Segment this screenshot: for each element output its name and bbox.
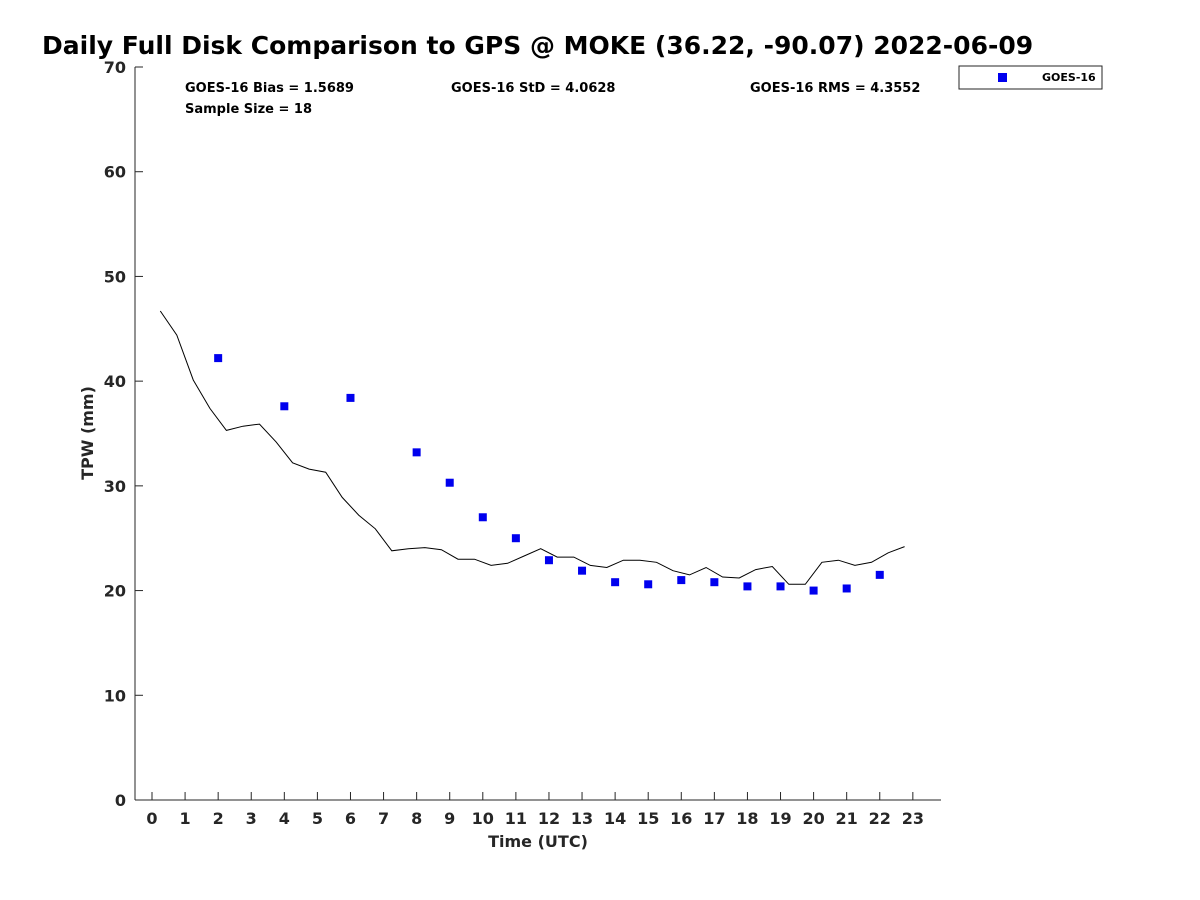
x-tick-label: 6 [345, 809, 356, 828]
x-tick-label: 3 [246, 809, 257, 828]
y-tick-label: 0 [115, 791, 126, 810]
x-tick-label: 2 [213, 809, 224, 828]
y-tick-label: 50 [104, 267, 126, 286]
y-axis-ticks: 0 10 20 30 40 50 60 70 [104, 58, 143, 810]
goes-16-point [280, 402, 289, 411]
x-tick-label: 23 [902, 809, 924, 828]
goes-16-point [478, 513, 487, 522]
sample-size-stat: Sample Size = 18 [185, 102, 312, 117]
x-tick-label: 14 [604, 809, 626, 828]
goes-16-point [511, 534, 520, 543]
goes-16-point [544, 556, 553, 565]
x-tick-label: 12 [538, 809, 560, 828]
goes-16-point [346, 393, 355, 402]
x-tick-label: 22 [869, 809, 891, 828]
x-tick-label: 7 [378, 809, 389, 828]
chart-title: Daily Full Disk Comparison to GPS @ MOKE… [42, 31, 1033, 60]
y-tick-label: 20 [104, 582, 126, 601]
x-tick-label: 19 [769, 809, 791, 828]
x-tick-label: 20 [802, 809, 824, 828]
y-tick-label: 40 [104, 372, 126, 391]
x-tick-label: 16 [670, 809, 692, 828]
goes-16-points-layer [214, 354, 884, 595]
x-tick-label: 21 [836, 809, 858, 828]
x-tick-label: 18 [736, 809, 758, 828]
x-tick-label: 0 [146, 809, 157, 828]
goes-16-point [842, 584, 851, 593]
x-axis-label: Time (UTC) [488, 832, 588, 851]
rms-stat: GOES-16 RMS = 4.3552 [750, 81, 920, 96]
x-tick-label: 8 [411, 809, 422, 828]
goes-16-point [578, 566, 587, 575]
y-tick-label: 30 [104, 477, 126, 496]
goes-16-point [776, 582, 785, 591]
goes-16-point [445, 478, 454, 487]
goes-16-point [611, 578, 620, 587]
legend: GOES-16 [958, 65, 1103, 90]
bias-stat: GOES-16 Bias = 1.5689 [185, 81, 354, 96]
x-tick-label: 17 [703, 809, 725, 828]
gps-line-layer [159, 310, 905, 585]
y-tick-label: 60 [104, 163, 126, 182]
goes-16-point [214, 354, 223, 363]
goes-16-point [644, 580, 653, 589]
x-tick-label: 9 [444, 809, 455, 828]
legend-label: GOES-16 [1042, 71, 1096, 84]
x-tick-label: 10 [472, 809, 494, 828]
y-axis-label: TPW (mm) [78, 386, 97, 480]
x-tick-label: 5 [312, 809, 323, 828]
x-tick-label: 4 [279, 809, 290, 828]
legend-box [958, 65, 1103, 90]
goes-16-point [743, 582, 752, 591]
y-tick-label: 10 [104, 686, 126, 705]
x-axis-ticks: 0 1 2 3 4 5 6 7 8 9 10 11 12 13 14 15 16 17 18 19 20 21 22 23 [146, 792, 924, 828]
goes-16-point [677, 576, 686, 585]
goes-16-point [710, 578, 719, 587]
x-tick-label: 11 [505, 809, 527, 828]
goes-16-point [809, 586, 818, 595]
x-tick-label: 1 [180, 809, 191, 828]
legend-marker-square-icon [998, 73, 1007, 82]
x-tick-label: 13 [571, 809, 593, 828]
goes-16-point [412, 448, 421, 457]
x-tick-label: 15 [637, 809, 659, 828]
std-stat: GOES-16 StD = 4.0628 [451, 81, 615, 96]
goes-16-point [875, 570, 884, 579]
y-tick-label: 70 [104, 58, 126, 77]
gps-tpw-line [159, 310, 905, 585]
